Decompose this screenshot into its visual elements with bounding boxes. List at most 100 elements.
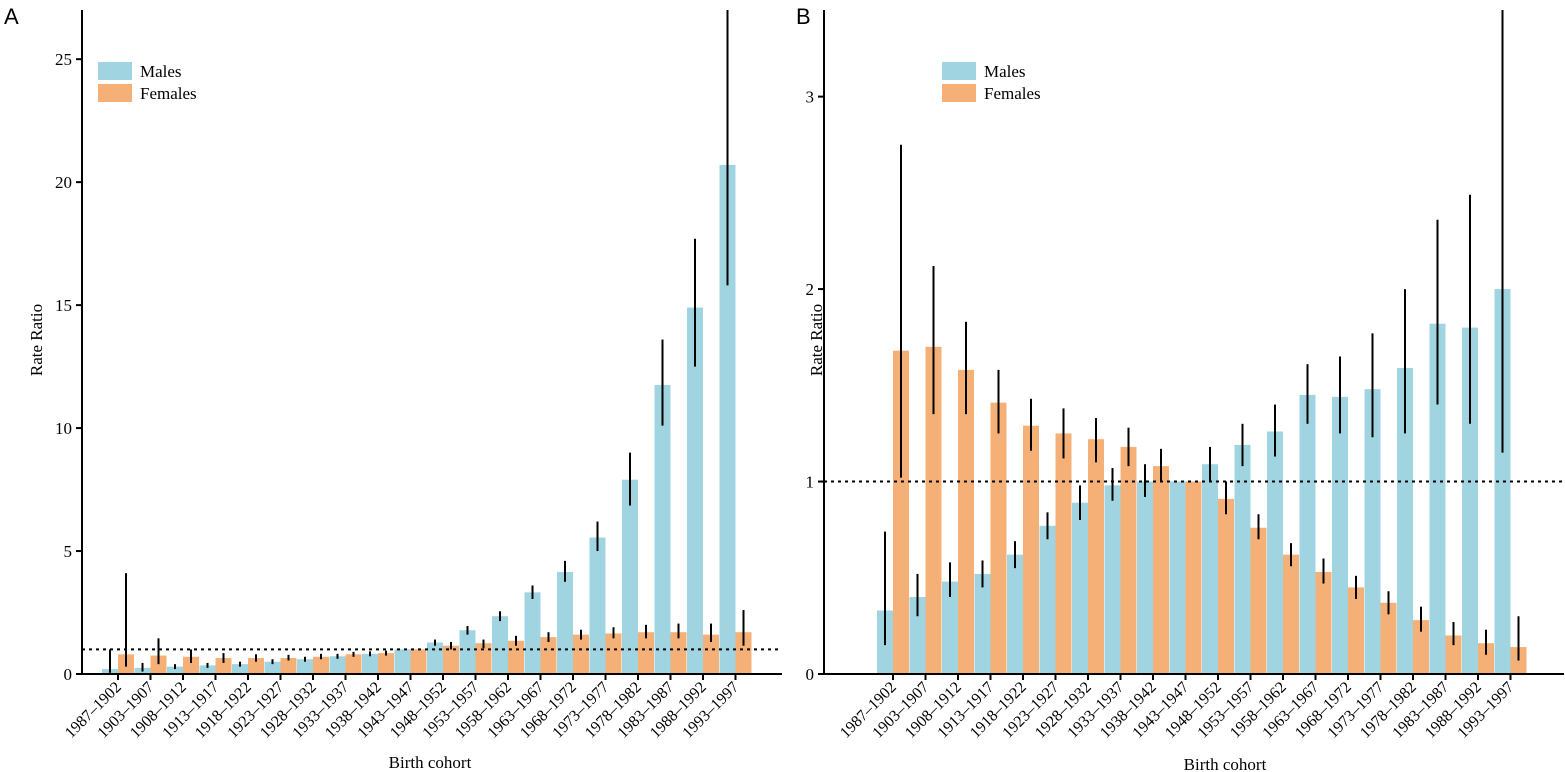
panel-a-bar-females-12	[508, 640, 524, 674]
panel-b-bar-males-5	[1039, 525, 1056, 674]
panel-a-axes: 05101520251987–19021903–19071908–1912191…	[55, 10, 782, 742]
panel-a-y-tick-label-20: 20	[55, 173, 72, 192]
panel-a-bar-females-1	[150, 655, 167, 674]
panel-a-y-tick-label-25: 25	[55, 50, 72, 69]
panel-a-y-axis-title: Rate Ratio	[27, 304, 46, 376]
panel-b-bar-males-4	[1007, 554, 1023, 674]
panel-b-bar-females-8	[1153, 466, 1169, 674]
panel-a-bar-females-2	[183, 656, 199, 674]
panel-b-bar-males-3	[974, 573, 991, 674]
panel-b-bars	[877, 289, 1527, 674]
panel-a-y-tick-label-10: 10	[55, 419, 72, 438]
panel-a-y-tick-label-5: 5	[64, 542, 73, 561]
panel-a-y-tick-label-0: 0	[64, 665, 73, 684]
panel-a-bar-females-6	[313, 656, 329, 674]
panel-b-bar-females-11	[1250, 527, 1267, 674]
panel-b-bar-females-9	[1185, 481, 1202, 674]
panel-b-bar-males-17	[1429, 323, 1446, 674]
panel-a-bar-males-19	[719, 164, 736, 674]
panel-b-bar-males-8	[1137, 481, 1153, 674]
panel-a-bar-males-14	[557, 571, 573, 674]
panel-b-x-axis-title: Birth cohort	[1184, 755, 1267, 772]
panel-b-y-axis-title: Rate Ratio	[807, 304, 826, 376]
panel-a-x-axis-title: Birth cohort	[389, 753, 472, 772]
panel-a-bar-males-11	[459, 630, 476, 674]
panel-b-bar-males-1	[909, 597, 926, 674]
panel-b-bar-males-9	[1169, 481, 1186, 674]
panel-b-error-bars	[884, 10, 1520, 661]
panel-a-bar-females-4	[248, 658, 264, 674]
panel-a-bar-females-3	[215, 658, 232, 674]
panel-a-bar-females-13	[540, 637, 557, 674]
panel-a-bar-females-8	[378, 653, 394, 674]
panel-a-bar-females-11	[475, 643, 492, 674]
panel-a-bars	[102, 164, 752, 674]
panel-a-bar-males-12	[492, 616, 508, 674]
panel-a-error-bars	[109, 10, 745, 673]
panel-a-y-tick-label-15: 15	[55, 296, 72, 315]
panel-b-letter: B	[796, 4, 811, 29]
panel-b-bar-females-0	[893, 350, 909, 674]
panel-b-bar-females-15	[1380, 602, 1397, 674]
panel-b-bar-females-17	[1445, 635, 1462, 674]
panel-a-bar-females-17	[670, 632, 687, 674]
panel-b-bar-females-1	[925, 346, 942, 674]
panel-b-bar-males-2	[942, 581, 958, 674]
panel-a-bar-males-17	[654, 385, 671, 674]
panel-a-bar-males-3	[199, 665, 216, 674]
panel-b-bar-males-13	[1299, 394, 1316, 674]
panel-b-bar-females-12	[1283, 554, 1299, 674]
legend-label-males: Males	[984, 62, 1026, 81]
panel-b-bar-males-15	[1364, 389, 1381, 674]
panel-b-bar-males-12	[1267, 431, 1283, 674]
panel-b-bar-females-3	[990, 402, 1007, 674]
panel-a-bar-females-7	[345, 654, 362, 674]
panel-a-bar-males-5	[264, 661, 281, 674]
panel-a-bar-males-7	[329, 656, 346, 674]
panel-b-bar-females-16	[1413, 620, 1429, 674]
panel-b-bar-males-11	[1234, 444, 1251, 674]
panel-b-y-tick-label-0: 0	[806, 665, 815, 684]
panel-b-bar-females-5	[1055, 433, 1072, 674]
panel-a-bar-males-2	[167, 666, 183, 674]
panel-a-bar-females-5	[280, 658, 297, 674]
panel-b-bar-females-14	[1348, 587, 1364, 674]
panel-a-bar-females-15	[605, 633, 622, 674]
panel-a-letter: A	[4, 4, 19, 29]
panel-b-chart: B 01231987–19021903–19071908–19121913–19…	[796, 4, 1564, 772]
panel-a-bar-females-10	[443, 645, 459, 674]
panel-b-bar-males-10	[1202, 464, 1218, 674]
panel-b-bar-males-18	[1462, 327, 1478, 674]
legend-swatch-males	[98, 62, 132, 80]
panel-a-bar-males-8	[362, 653, 378, 674]
panel-a-bar-males-13	[524, 592, 541, 674]
panel-a-legend: Males Females	[98, 62, 197, 103]
panel-b-bar-males-19	[1494, 289, 1511, 674]
panel-a-bar-females-16	[638, 632, 654, 674]
panel-b-bar-males-14	[1332, 396, 1348, 674]
panel-b-bar-females-10	[1218, 498, 1234, 674]
panel-a-bar-males-10	[427, 642, 443, 674]
panel-a-chart: A 05101520251987–19021903–19071908–19121…	[4, 4, 782, 772]
legend-label-females: Females	[984, 84, 1041, 103]
panel-a-bar-females-19	[735, 632, 752, 674]
panel-a-bar-males-15	[589, 537, 606, 674]
panel-b-y-tick-label-1: 1	[806, 473, 815, 492]
panel-a-bar-females-9	[410, 649, 427, 674]
panel-b-bar-females-4	[1023, 425, 1039, 674]
legend-swatch-females	[98, 84, 132, 102]
panel-a-bar-males-16	[622, 479, 638, 674]
legend-label-males: Males	[140, 62, 182, 81]
panel-a-bar-females-14	[573, 634, 589, 674]
panel-a-bar-males-6	[297, 659, 313, 674]
panel-b-bar-females-7	[1120, 446, 1137, 674]
panel-a-bar-males-4	[232, 664, 248, 674]
panel-b-bar-females-6	[1088, 439, 1104, 674]
panel-b-bar-males-7	[1104, 485, 1121, 674]
legend-label-females: Females	[140, 84, 197, 103]
panel-b-bar-males-6	[1072, 502, 1088, 674]
panel-b-bar-females-18	[1478, 643, 1494, 674]
panel-b-y-tick-label-3: 3	[806, 88, 815, 107]
panel-a-bar-males-18	[687, 307, 703, 674]
